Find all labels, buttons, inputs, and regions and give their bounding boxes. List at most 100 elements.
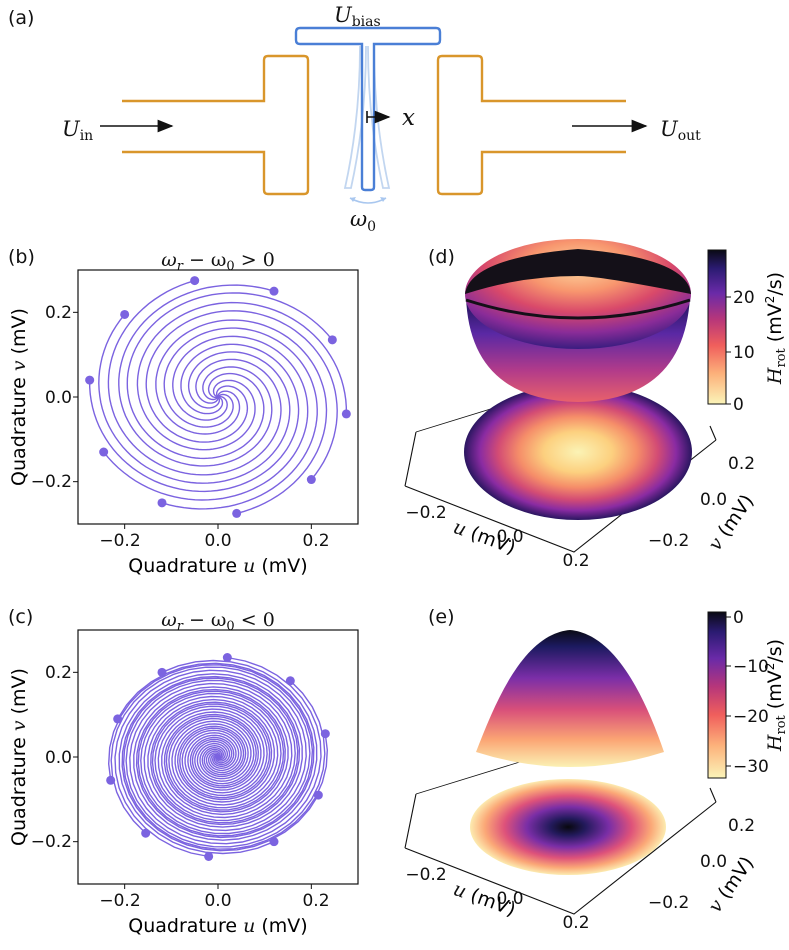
panel-a: (a) Ubias x ω0 Uin Uout	[8, 3, 701, 235]
u-tick-d-3: 0.2	[562, 551, 589, 571]
trajectory-start-point	[106, 775, 116, 785]
trajectory-start-point	[320, 729, 330, 739]
y-tick-c-2: 0.0	[45, 748, 72, 768]
beam-ghost-left	[343, 45, 367, 189]
y-tick-b-3: −0.2	[31, 472, 72, 492]
colorbar-e	[707, 611, 727, 779]
spiral-trajectory	[121, 675, 319, 852]
u-axis-label-e: u (mV)	[450, 878, 518, 921]
spiral-trajectory	[103, 335, 309, 501]
spiral-trajectory	[125, 679, 326, 848]
cbar-tick-e-2: −10	[733, 657, 769, 677]
x-tick-b-3: 0.2	[302, 531, 329, 551]
panel-b: (b) ωr − ω0 > 0 −0.2 0.0 0.2 0.2 0.0 −0.…	[8, 246, 359, 577]
trajectory-start-point	[269, 837, 279, 847]
heat-disk-d	[464, 384, 692, 520]
v-tick-e-2: 0.0	[700, 852, 727, 872]
trajectory-start-point	[157, 498, 167, 508]
cbar-tick-d-2: 10	[733, 343, 755, 363]
trajectory-start-point	[157, 667, 167, 677]
trajectory-start-point	[141, 828, 151, 838]
spiral-trajectory	[136, 301, 347, 451]
v-tick-d-1: 0.2	[728, 454, 755, 474]
v-tick-e-3: −0.2	[648, 893, 689, 913]
y-tick-b-1: 0.2	[45, 303, 72, 323]
u-tick-d-1: −0.2	[405, 503, 446, 523]
v-tick-e-1: 0.2	[728, 816, 755, 836]
spiral-trajectory	[89, 343, 300, 493]
spiral-trajectory	[117, 662, 315, 839]
spiral-trajectory	[155, 319, 328, 515]
spiral-trajectory	[145, 310, 338, 481]
trajectory-start-point	[285, 676, 295, 686]
u-axis-label-d: u (mV)	[450, 516, 518, 559]
trajectory-start-point	[204, 851, 214, 861]
cbar-label-e: Hrot (mV2/s)	[763, 639, 789, 752]
spiral-trajectory	[129, 656, 322, 845]
trajectory-start-point	[306, 475, 316, 485]
axis-floor-e	[404, 787, 717, 915]
omega-label: ω0	[350, 207, 376, 235]
y-tick-c-3: −0.2	[31, 832, 72, 852]
omega-arrowhead-left	[350, 197, 356, 202]
trajectory-start-point	[113, 714, 123, 724]
t-beam	[294, 26, 442, 192]
cbar-tick-d-3: 0	[733, 395, 744, 415]
spirals-c	[106, 653, 330, 861]
cbar-tick-e-4: −30	[733, 757, 769, 777]
spiral-trajectory	[107, 664, 314, 837]
x-tick-c-3: 0.2	[302, 891, 329, 911]
u-tick-e-3: 0.2	[562, 913, 589, 933]
x-axis-label-b: Quadrature u (mV)	[128, 555, 307, 577]
spiral-trajectory	[122, 677, 329, 850]
spiral-trajectory	[133, 659, 318, 841]
trajectory-start-point	[341, 409, 351, 419]
panel-d: (d) −0.2 0.0 0.2 0.2 0.0 −0.2 u (mV) v (…	[404, 239, 789, 571]
v-tick-d-2: 0.0	[700, 490, 727, 510]
spiral-trajectory	[161, 327, 318, 510]
heat-disk-e	[470, 779, 666, 875]
x-tick-b-1: −0.2	[99, 531, 140, 551]
dome-e	[476, 630, 664, 767]
panel-b-label: (b)	[8, 246, 35, 268]
trajectory-start-point	[222, 653, 232, 663]
spiral-trajectory	[118, 673, 303, 855]
spirals-b	[85, 276, 351, 518]
x-tick-c-2: 0.0	[204, 891, 231, 911]
panel-c-title: ωr − ω0 < 0	[161, 609, 275, 634]
u-bias-label: Ubias	[334, 3, 381, 30]
u-out-label: Uout	[660, 117, 701, 144]
spiral-trajectory	[118, 284, 275, 467]
spiral-trajectory	[107, 279, 282, 476]
u-tick-d-2: 0.0	[496, 527, 523, 547]
trajectory-start-point	[85, 375, 95, 385]
axis-ticks-c	[73, 671, 312, 889]
trajectory-start-point	[327, 335, 337, 345]
x-label: x	[402, 105, 415, 131]
trajectory-start-point	[313, 790, 323, 800]
panel-b-title: ωr − ω0 > 0	[161, 249, 275, 274]
trajectory-start-point	[120, 309, 130, 319]
x-tick-b-2: 0.0	[204, 531, 231, 551]
bowl-front-rim-d	[465, 298, 691, 320]
right-waveguide	[436, 54, 626, 196]
u-tick-e-1: −0.2	[405, 865, 446, 885]
cbar-tick-e-1: 0	[733, 608, 744, 628]
trajectory-start-point	[232, 508, 242, 518]
axis-back-e	[415, 756, 537, 795]
trajectory-start-point	[190, 276, 200, 286]
panel-d-label: (d)	[428, 246, 455, 268]
bowl-rim-d	[465, 249, 691, 294]
cbar-tick-e-3: −20	[733, 707, 769, 727]
u-in-label: Uin	[62, 117, 93, 144]
u-tick-e-2: 0.0	[496, 889, 523, 909]
y-axis-label-c: Quadrature v (mV)	[8, 668, 30, 846]
panel-e: (e) −0.2 0.0 0.2 0.2 0.0 −0.2 u (mV) v (…	[404, 606, 789, 933]
panel-e-label: (e)	[428, 606, 455, 628]
cbar-label-d: Hrot (mV2/s)	[763, 272, 789, 385]
v-tick-d-3: −0.2	[648, 531, 689, 551]
omega-arrowhead-right	[380, 197, 386, 202]
panel-c-label: (c)	[8, 606, 33, 628]
axis-ticks-b	[73, 311, 312, 529]
